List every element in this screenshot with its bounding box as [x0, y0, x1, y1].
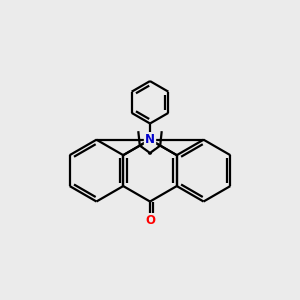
Text: O: O — [145, 214, 155, 227]
Text: N: N — [145, 133, 155, 146]
